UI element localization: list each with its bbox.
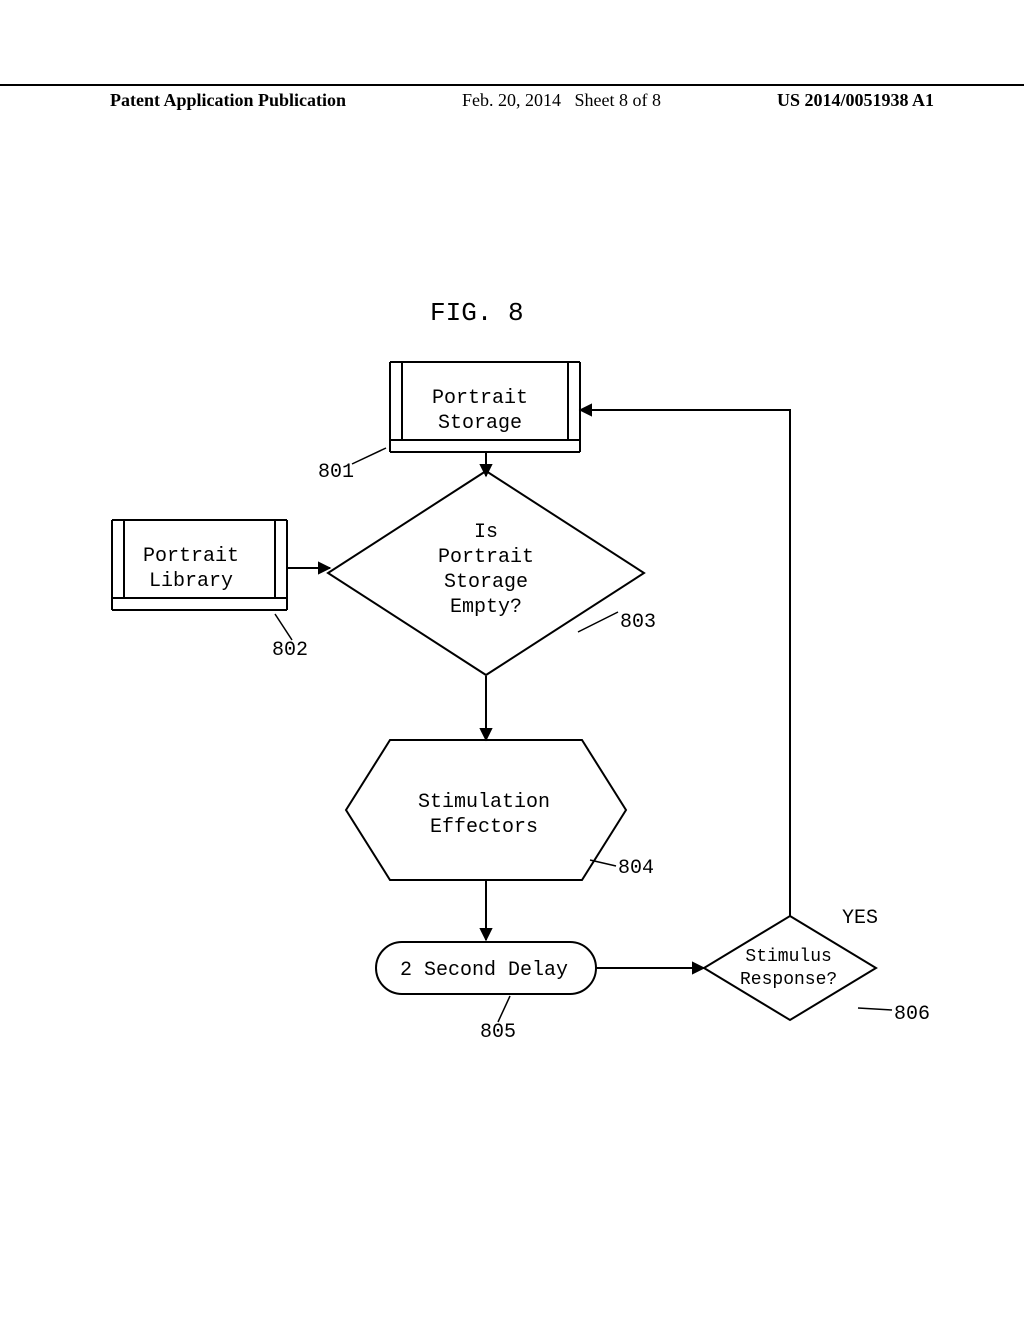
- ref-801: 801: [318, 460, 354, 485]
- label-806: Stimulus Response?: [740, 946, 837, 991]
- label-803: Is Portrait Storage Empty?: [438, 520, 534, 620]
- label-801: Portrait Storage: [432, 386, 528, 436]
- ref-804: 804: [618, 856, 654, 881]
- edge-label-yes: YES: [842, 906, 878, 931]
- ref-803: 803: [620, 610, 656, 635]
- ref-805: 805: [480, 1020, 516, 1045]
- label-804: Stimulation Effectors: [418, 790, 550, 840]
- ref-806: 806: [894, 1002, 930, 1027]
- label-805: 2 Second Delay: [400, 958, 568, 983]
- label-802: Portrait Library: [143, 544, 239, 594]
- edges: [287, 410, 790, 968]
- ref-802: 802: [272, 638, 308, 663]
- flowchart-canvas: [0, 0, 1024, 1320]
